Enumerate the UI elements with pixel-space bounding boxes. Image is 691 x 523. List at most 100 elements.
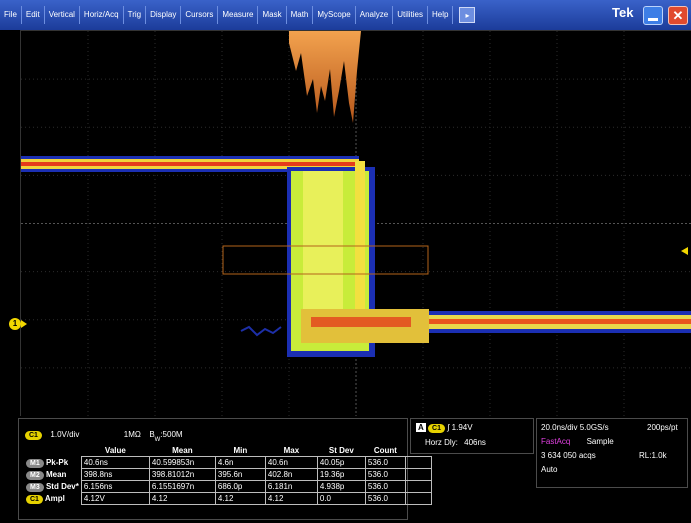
menu-utilities[interactable]: Utilities: [393, 6, 428, 24]
noise-trace: [240, 325, 282, 337]
cell-min: 395.6n: [214, 468, 266, 481]
measurement-header-row: Value Mean Min Max St Dev Count Info: [24, 445, 431, 457]
cell-min: 4.6n: [214, 456, 266, 469]
menu-file[interactable]: File: [0, 6, 22, 24]
transition-edge: [355, 161, 365, 311]
channel1-ground-marker[interactable]: 1: [9, 318, 21, 330]
measurement-label: Std Dev*: [45, 481, 79, 491]
header-count: Count: [373, 446, 397, 455]
menu-mask[interactable]: Mask: [258, 6, 287, 24]
cell-min: 4.12: [214, 492, 266, 505]
measurement-badge: M1: [26, 458, 44, 468]
table-row[interactable]: M1 Pk-Pk 40.6ns 40.599853n 4.6n 40.6n 40…: [24, 456, 432, 469]
minimize-icon: [648, 18, 658, 21]
table-row[interactable]: M2 Mean 398.8ns 398.81012n 395.6n 402.8n…: [24, 468, 432, 481]
table-row[interactable]: C1 Ampl 4.12V 4.12 4.12 4.12 0.0 536.0: [24, 492, 432, 505]
cell-info: [404, 492, 432, 505]
menu-help[interactable]: Help: [428, 6, 454, 24]
cell-min: 686.0p: [214, 480, 266, 493]
acq-mode: FastAcq: [541, 437, 571, 446]
minimize-button[interactable]: [643, 6, 663, 25]
waveform-display[interactable]: [20, 30, 691, 417]
cell-count: 536.0: [364, 456, 406, 469]
header-stdev: St Dev: [328, 446, 354, 455]
channel1-arrow-icon: [21, 320, 27, 328]
menu-expand-arrow-icon[interactable]: ▸: [459, 7, 476, 23]
cell-stdev: 4.938p: [316, 480, 366, 493]
vertical-readout[interactable]: C1 1.0V/div 1MΩ BW:500M: [25, 424, 183, 443]
cell-stdev: 19.36p: [316, 468, 366, 481]
cell-count: 536.0: [364, 468, 406, 481]
cell-max: 4.12: [264, 492, 318, 505]
cell-info: [404, 456, 432, 469]
timebase: 20.0ns/div: [541, 423, 578, 432]
horz-delay-value: 406ns: [464, 438, 486, 447]
coupling: 1MΩ: [123, 430, 141, 439]
trigger-slope-icon: ∫: [447, 423, 450, 432]
measurement-badge: M2: [26, 470, 44, 480]
status-panel: C1 1.0V/div 1MΩ BW:500M Value Mean Min M…: [0, 416, 691, 523]
bandwidth-prefix: B: [149, 430, 155, 439]
measurement-badge: M3: [26, 482, 44, 492]
settling-core: [311, 317, 411, 327]
brand-logo: Tek: [612, 5, 634, 20]
cell-count: 536.0: [364, 492, 406, 505]
cell-stdev: 40.05p: [316, 456, 366, 469]
menu-myscope[interactable]: MyScope: [313, 6, 356, 24]
trigger-level: 1.94V: [451, 423, 473, 432]
measurement-badge: C1: [26, 494, 43, 504]
cell-info: [404, 480, 432, 493]
cell-max: 40.6n: [264, 456, 318, 469]
cell-value: 4.12V: [80, 492, 150, 505]
trigger-channel-badge: C1: [428, 424, 445, 433]
waveform-graticule: [21, 31, 691, 416]
menu-vertical[interactable]: Vertical: [45, 6, 80, 24]
sample-rate: 5.0GS/s: [579, 423, 609, 432]
measurement-label: Ampl: [44, 493, 65, 503]
menu-edit[interactable]: Edit: [22, 6, 45, 24]
trigger-panel[interactable]: A C1 ∫ 1.94V Horz Dly: 406ns: [410, 418, 534, 454]
close-button[interactable]: ✕: [668, 6, 688, 25]
header-value: Value: [104, 446, 126, 455]
menu-analyze[interactable]: Analyze: [356, 6, 394, 24]
header-mean: Mean: [172, 446, 193, 455]
cell-value: 6.156ns: [80, 480, 150, 493]
channel1-badge: C1: [25, 431, 42, 440]
measurement-table: Value Mean Min Max St Dev Count Info M1 …: [24, 445, 432, 505]
trigger-mode: Auto: [541, 465, 558, 474]
cell-count: 536.0: [364, 480, 406, 493]
waveform-low-core: [361, 319, 691, 324]
trigger-label: A: [416, 423, 426, 432]
trigger-level-arrow-icon[interactable]: [681, 247, 688, 255]
measurement-label: Mean: [45, 469, 67, 479]
acquisition-panel[interactable]: 20.0ns/div 5.0GS/s 200ps/pt FastAcq Samp…: [536, 418, 688, 488]
cell-value: 398.8ns: [80, 468, 150, 481]
histogram-trace: [289, 31, 361, 123]
vertical-scale: 1.0V/div: [50, 430, 80, 439]
horz-delay-label: Horz Dly:: [425, 438, 458, 447]
cell-max: 402.8n: [264, 468, 318, 481]
menu-measure[interactable]: Measure: [218, 6, 259, 24]
gate-box[interactable]: [222, 245, 429, 275]
menu-trig[interactable]: Trig: [124, 6, 147, 24]
cell-mean: 40.599853n: [148, 456, 216, 469]
menu-horiz-acq[interactable]: Horiz/Acq: [80, 6, 124, 24]
header-min: Min: [233, 446, 248, 455]
table-row[interactable]: M3 Std Dev* 6.156ns 6.1551697n 686.0p 6.…: [24, 480, 432, 493]
cell-max: 6.181n: [264, 480, 318, 493]
waveform-high-core: [21, 162, 359, 166]
resolution: 200ps/pt: [647, 423, 678, 432]
header-max: Max: [283, 446, 300, 455]
cell-mean: 4.12: [148, 492, 216, 505]
menu-display[interactable]: Display: [146, 6, 182, 24]
cell-info: [404, 468, 432, 481]
cell-mean: 6.1551697n: [148, 480, 216, 493]
cell-value: 40.6ns: [80, 456, 150, 469]
menu-bar: File Edit Vertical Horiz/Acq Trig Displa…: [0, 0, 691, 30]
menu-math[interactable]: Math: [287, 6, 314, 24]
bandwidth: :500M: [160, 430, 183, 439]
menu-cursors[interactable]: Cursors: [181, 6, 219, 24]
cell-mean: 398.81012n: [148, 468, 216, 481]
cell-stdev: 0.0: [316, 492, 366, 505]
bandwidth-sub: W: [154, 437, 161, 444]
